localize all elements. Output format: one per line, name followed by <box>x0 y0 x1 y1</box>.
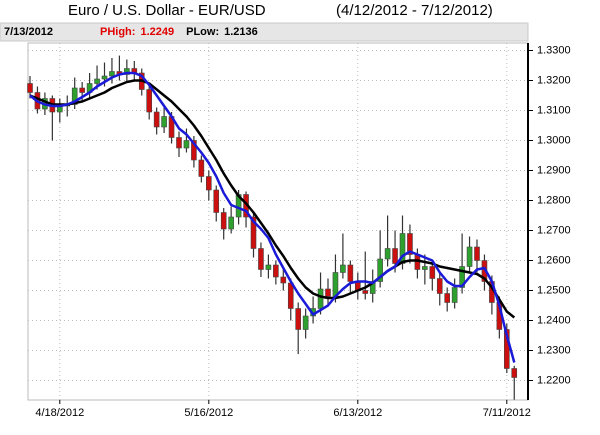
candle-body <box>153 111 160 128</box>
y-tick-label: 1.3100 <box>537 104 571 116</box>
date-range: (4/12/2012 - 7/12/2012) <box>336 2 493 19</box>
candle-body <box>317 288 324 309</box>
candle-body <box>273 264 279 278</box>
candle-body <box>176 137 182 149</box>
candle-body <box>213 189 220 213</box>
candle-body <box>124 68 130 75</box>
candle-body <box>459 266 465 288</box>
candle-body <box>79 87 85 93</box>
candle-body <box>280 276 287 284</box>
candle-body <box>422 266 428 270</box>
y-tick-label: 1.2200 <box>537 374 571 386</box>
y-tick-label: 1.2600 <box>537 254 571 266</box>
candle-body <box>302 315 309 330</box>
y-tick-label: 1.2400 <box>537 314 571 326</box>
candle-body <box>220 212 227 230</box>
candle-body <box>295 308 302 330</box>
candle-body <box>71 87 78 105</box>
candle-body <box>377 258 383 282</box>
candle-body <box>109 71 115 77</box>
y-tick-label: 1.3000 <box>537 134 571 146</box>
candle-body <box>206 176 212 191</box>
info-value: 1.2136 <box>224 26 258 38</box>
candle-body <box>362 290 369 294</box>
candle-body <box>429 266 436 279</box>
info-date: 7/13/2012 <box>4 26 53 38</box>
y-tick-label: 1.3200 <box>537 74 571 86</box>
candle-body <box>436 278 443 294</box>
candle-body <box>146 89 152 113</box>
candle-body <box>27 83 33 93</box>
x-tick-label: 4/18/2012 <box>35 407 84 419</box>
candle-body <box>384 248 391 260</box>
candle-body <box>466 246 473 267</box>
moving-average-line <box>29 71 516 363</box>
candle-body <box>474 246 480 261</box>
y-tick-label: 1.2300 <box>537 344 571 356</box>
info-label: PLow: <box>186 26 219 38</box>
y-tick-label: 1.2800 <box>537 194 571 206</box>
candle-body <box>399 233 406 264</box>
candle-body <box>340 264 346 273</box>
info-value: 1.2249 <box>140 26 174 38</box>
candle-body <box>392 248 398 264</box>
chart-title: Euro / U.S. Dollar - EUR/USD <box>68 2 266 19</box>
candle-body <box>161 116 167 128</box>
candle-body <box>94 78 100 84</box>
y-tick-label: 1.2700 <box>537 224 571 236</box>
candle-body <box>258 248 264 270</box>
candle-body <box>198 159 205 177</box>
candle-body <box>287 282 294 309</box>
candle-body <box>265 264 272 270</box>
candle-body <box>250 216 257 249</box>
info-bar <box>0 22 529 42</box>
candle-body <box>407 233 413 255</box>
candle-body <box>101 75 108 80</box>
y-tick-label: 1.3300 <box>537 44 571 56</box>
candle-body <box>347 264 354 282</box>
x-tick-label: 7/11/2012 <box>483 407 531 419</box>
y-tick-label: 1.2900 <box>537 164 571 176</box>
candle-body <box>511 368 518 378</box>
candle-body <box>183 140 190 149</box>
candle-body <box>444 293 451 303</box>
info-label: PHigh: <box>100 26 135 38</box>
x-tick-label: 5/16/2012 <box>184 407 233 419</box>
candle-body <box>451 287 458 303</box>
candle-body <box>332 272 339 297</box>
candle-body <box>325 288 331 297</box>
candle-body <box>228 216 234 230</box>
y-tick-label: 1.2500 <box>537 284 571 296</box>
x-tick-label: 6/13/2012 <box>333 407 382 419</box>
candle-body <box>191 140 197 161</box>
